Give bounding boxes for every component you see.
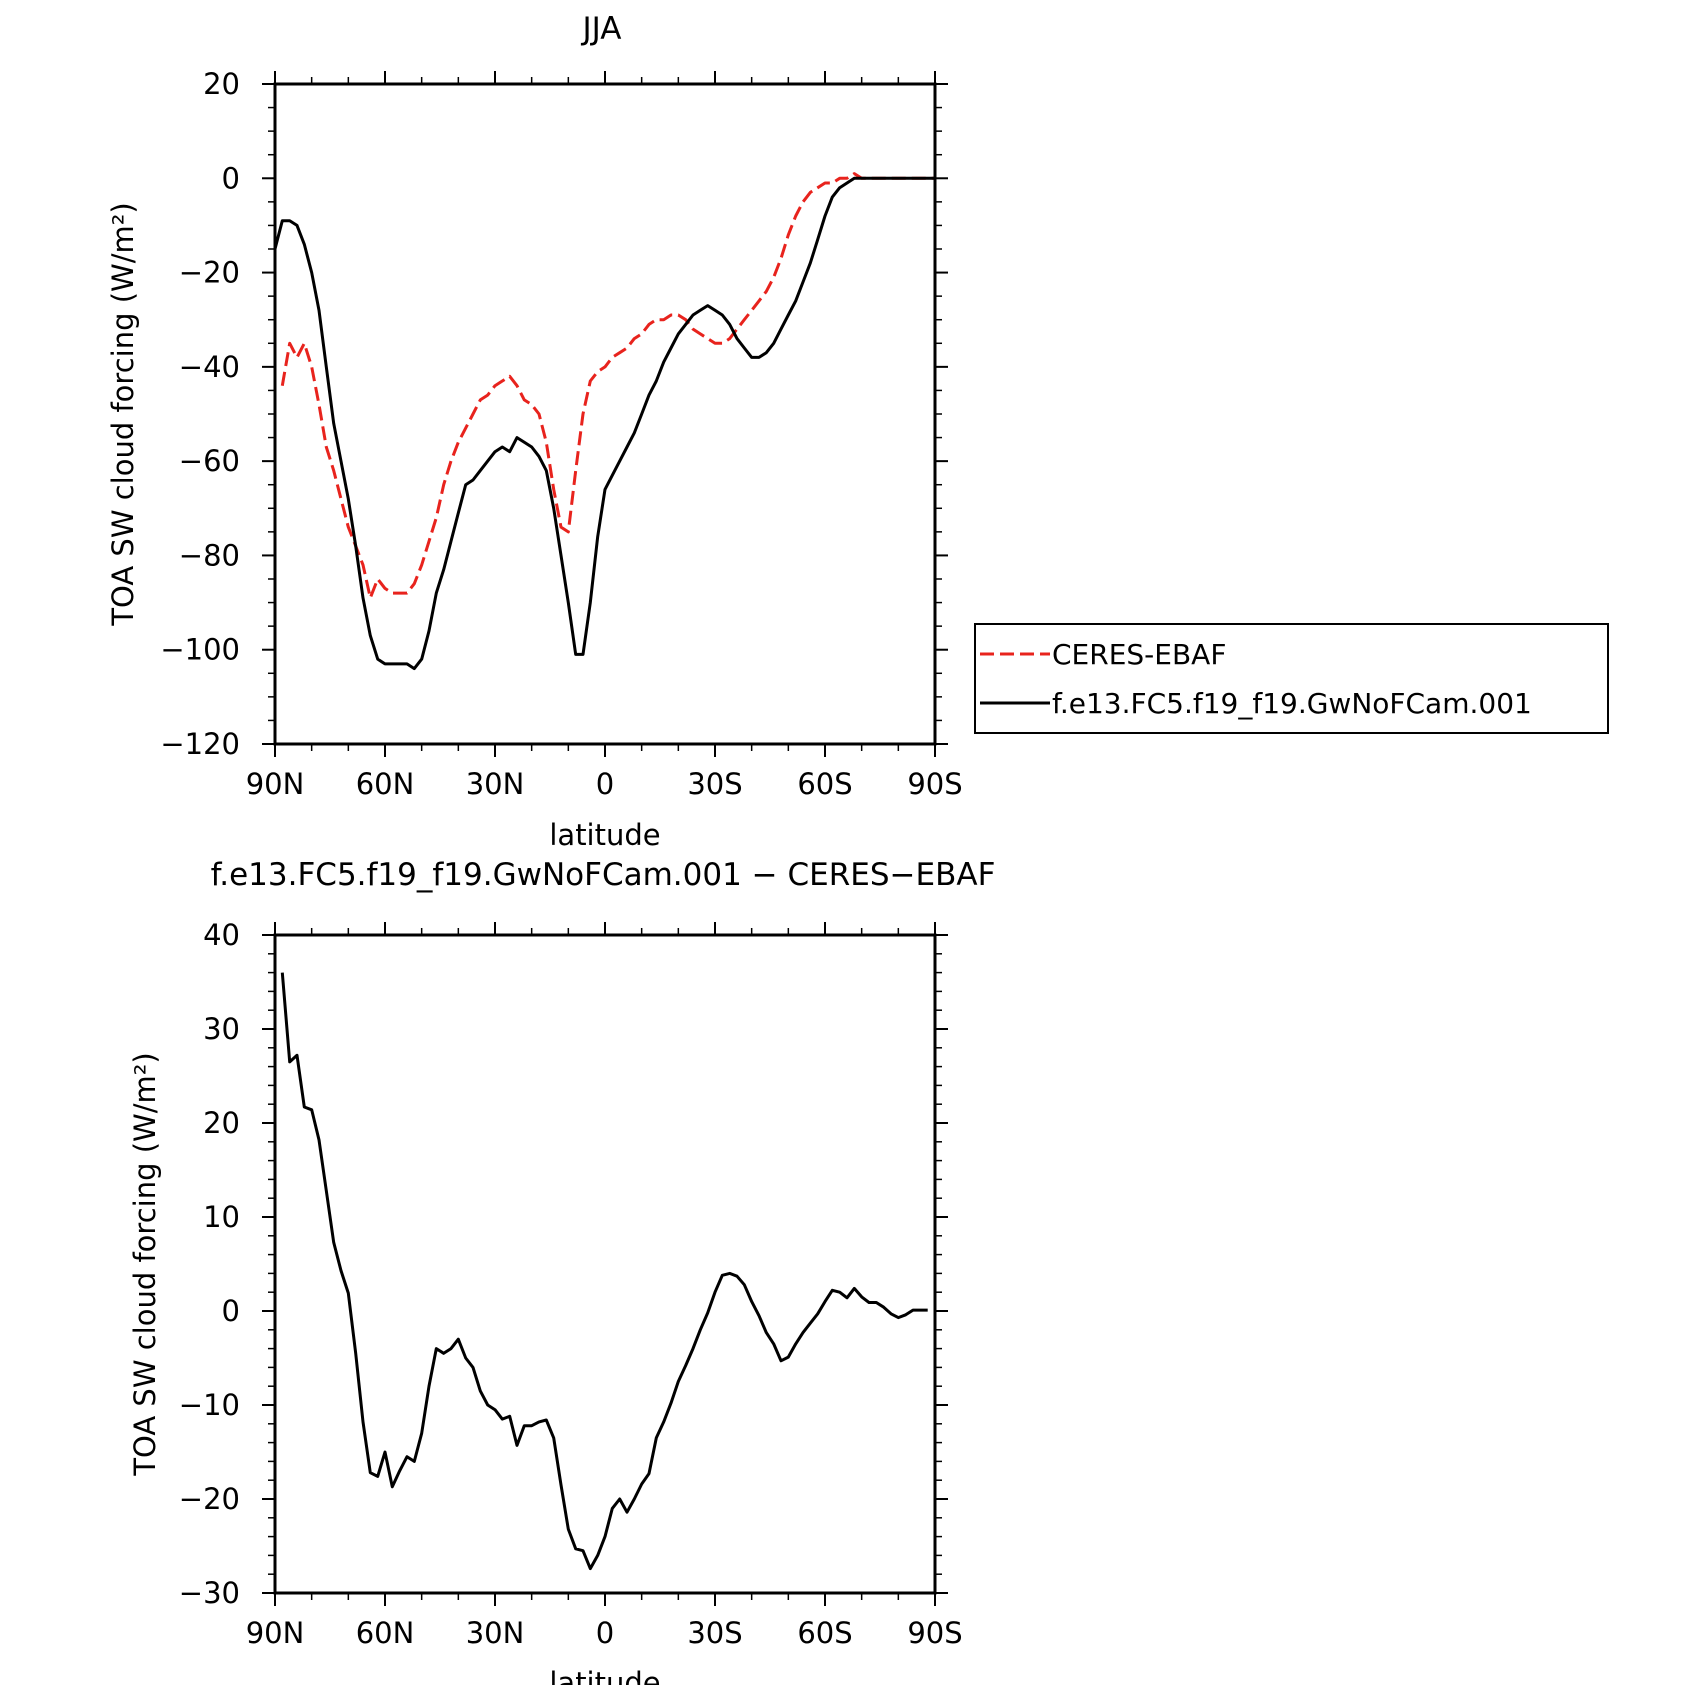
top-x-tick-label: 30N: [466, 767, 525, 801]
bottom-y-tick-label: −20: [179, 1482, 240, 1516]
top-series-line-1: [273, 176, 935, 671]
top-plot-area: 90N 60N 30N 0 30S 60S 90S −120 −100 −80 −60 −40 −20 0…: [160, 67, 962, 801]
legend-label-model: f.e13.FC5.f19_f19.GwNoFCam.001: [1052, 687, 1532, 720]
bottom-chart-title: f.e13.FC5.f19_f19.GwNoFCam.001 − CERES−E…: [211, 857, 996, 893]
top-y-axis-label: TOA SW cloud forcing (W/m²): [106, 202, 140, 626]
bottom-plot-area: 90N 60N 30N 0 30S 60S 90S −30 −20 −10 0 10 20 30 40: [179, 918, 963, 1650]
top-x-tick-label: 0: [596, 767, 614, 801]
top-y-tick-label: −120: [160, 727, 240, 761]
bottom-y-tick-label: 20: [203, 1106, 240, 1140]
bottom-x-tick-label: 60N: [356, 1616, 415, 1650]
bottom-x-tick-label: 30S: [687, 1616, 742, 1650]
bottom-y-tick-label: −30: [179, 1576, 240, 1610]
bottom-y-tick-label: 10: [203, 1200, 240, 1234]
top-plot-frame: [273, 82, 937, 746]
bottom-x-axis-label: latitude: [549, 1666, 660, 1685]
top-x-tick-label: 90S: [907, 767, 962, 801]
bottom-panel: f.e13.FC5.f19_f19.GwNoFCam.001 − CERES−E…: [128, 857, 995, 1685]
top-y-tick-label: −20: [179, 256, 240, 290]
bottom-y-axis-label: TOA SW cloud forcing (W/m²): [128, 1052, 162, 1476]
top-series-line-0: [280, 172, 935, 600]
bottom-y-tick-label: −10: [179, 1388, 240, 1422]
top-panel: JJA 90N 60N 30N 0 30S 60S 90S −120 −100 −80 −60 −40…: [106, 11, 1609, 852]
legend: CERES-EBAF f.e13.FC5.f19_f19.GwNoFCam.00…: [974, 623, 1609, 734]
bottom-x-tick-label: 90N: [246, 1616, 305, 1650]
top-x-axis-label: latitude: [549, 818, 660, 852]
bottom-plot-frame: [273, 933, 937, 1595]
bottom-y-tick-label: 30: [203, 1012, 240, 1046]
top-chart-title: JJA: [581, 11, 622, 47]
top-y-tick-label: −60: [179, 444, 240, 478]
legend-label-ceres: CERES-EBAF: [1052, 638, 1226, 671]
top-y-tick-label: −80: [179, 538, 240, 572]
top-x-tick-label: 30S: [687, 767, 742, 801]
top-y-tick-label: −100: [160, 633, 240, 667]
bottom-x-tick-label: 30N: [466, 1616, 525, 1650]
bottom-x-tick-label: 0: [596, 1616, 614, 1650]
bottom-x-tick-label: 90S: [907, 1616, 962, 1650]
bottom-y-tick-label: 0: [222, 1294, 240, 1328]
top-x-tick-label: 60N: [356, 767, 415, 801]
top-y-tick-label: −40: [179, 350, 240, 384]
top-x-tick-label: 60S: [797, 767, 852, 801]
bottom-x-tick-label: 60S: [797, 1616, 852, 1650]
bottom-series-line-0: [280, 972, 928, 1571]
top-y-tick-label: 20: [203, 67, 240, 101]
top-y-tick-label: 0: [222, 161, 240, 195]
bottom-y-tick-label: 40: [203, 918, 240, 952]
legend-box: [974, 623, 1609, 734]
top-x-tick-label: 90N: [246, 767, 305, 801]
